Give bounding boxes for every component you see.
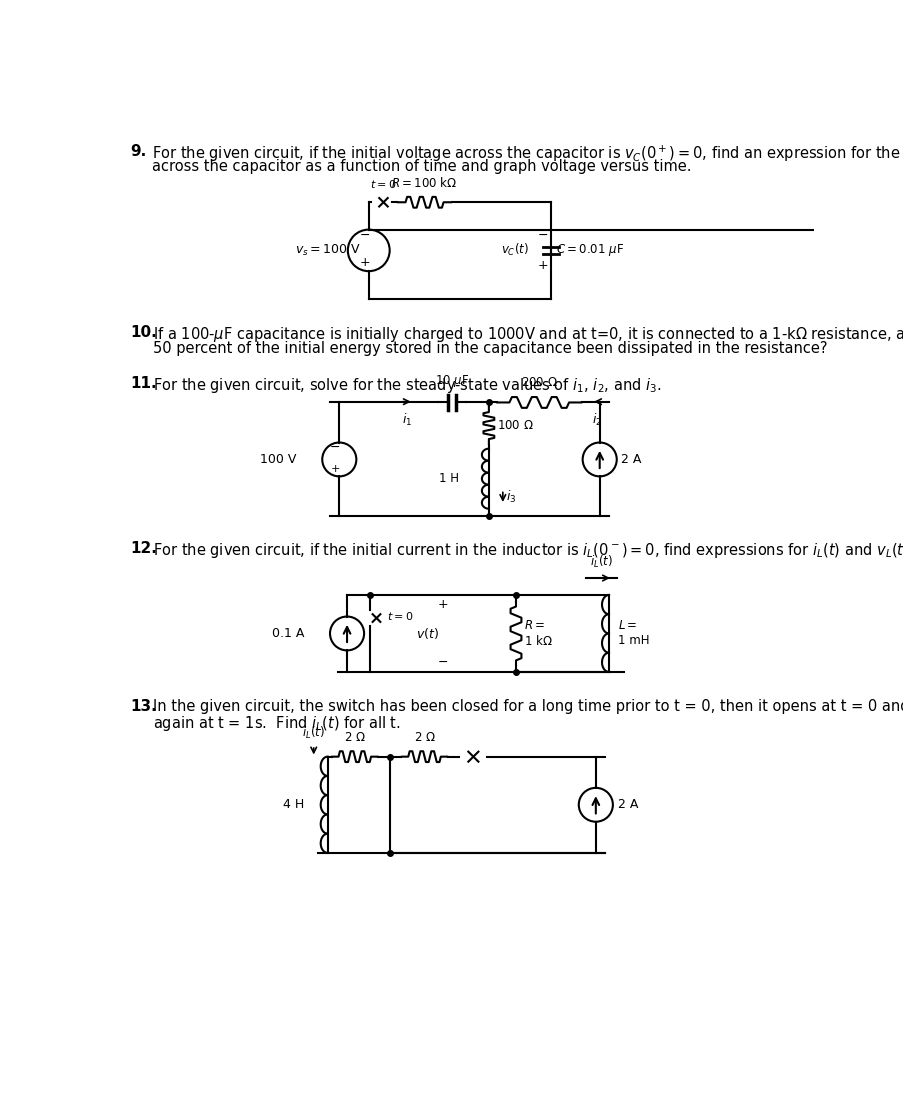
Text: $i_L(t)$: $i_L(t)$ [589, 554, 612, 571]
Text: 11.: 11. [130, 376, 156, 390]
Text: $i_2$: $i_2$ [591, 412, 601, 428]
Text: $t=0$: $t=0$ [370, 178, 396, 189]
Text: +: + [437, 598, 448, 612]
Text: again at t = 1s.  Find $i_L(t)$ for all t.: again at t = 1s. Find $i_L(t)$ for all t… [154, 715, 401, 733]
Text: 9.: 9. [130, 144, 146, 158]
Text: $R = 100$ k$\Omega$: $R = 100$ k$\Omega$ [391, 176, 457, 189]
Text: 4 H: 4 H [283, 798, 304, 811]
Text: $t=0$: $t=0$ [386, 609, 414, 622]
Text: $v_C(t)$: $v_C(t)$ [501, 243, 528, 258]
Text: For the given circuit, solve for the steady-state values of $i_1$, $i_2$, and $i: For the given circuit, solve for the ste… [154, 376, 661, 394]
Text: +: + [359, 256, 369, 269]
Text: 2 A: 2 A [620, 453, 641, 466]
Text: 10.: 10. [130, 326, 156, 340]
Text: For the given circuit, if the initial current in the inductor is $i_L(0^-) = 0$,: For the given circuit, if the initial cu… [154, 541, 903, 560]
Text: $L=$
1 mH: $L=$ 1 mH [618, 619, 649, 647]
Text: −: − [330, 441, 340, 453]
Text: 100 $\Omega$: 100 $\Omega$ [496, 419, 533, 432]
Text: 12.: 12. [130, 541, 157, 556]
Text: 100 V: 100 V [260, 453, 296, 466]
Text: If a 100-$\mu$F capacitance is initially charged to 1000V and at t=0, it is conn: If a 100-$\mu$F capacitance is initially… [154, 326, 903, 345]
Text: 0.1 A: 0.1 A [272, 627, 304, 640]
Text: $v_s = 100$ V: $v_s = 100$ V [294, 243, 360, 258]
Text: In the given circuit, the switch has been closed for a long time prior to t = 0,: In the given circuit, the switch has bee… [154, 699, 903, 714]
Text: −: − [359, 228, 369, 242]
Text: 200 $\Omega$: 200 $\Omega$ [520, 376, 557, 389]
Text: 13.: 13. [130, 699, 156, 714]
Text: 2 $\Omega$: 2 $\Omega$ [414, 731, 435, 745]
Text: $C = 0.01\ \mu$F: $C = 0.01\ \mu$F [555, 243, 623, 258]
Text: $i_1$: $i_1$ [401, 412, 412, 428]
Text: $i_L(t)$: $i_L(t)$ [302, 725, 325, 741]
Text: 1 H: 1 H [439, 472, 459, 485]
Text: −: − [437, 656, 448, 668]
Text: −: − [537, 228, 548, 242]
Text: 2 $\Omega$: 2 $\Omega$ [343, 731, 366, 745]
Text: +: + [330, 464, 340, 474]
Text: 50 percent of the initial energy stored in the capacitance been dissipated in th: 50 percent of the initial energy stored … [154, 341, 827, 356]
Text: For the given circuit, if the initial voltage across the capacitor is $v_C(0^+) : For the given circuit, if the initial vo… [152, 144, 903, 164]
Text: 2 A: 2 A [617, 798, 638, 811]
Text: $v(t)$: $v(t)$ [415, 626, 439, 640]
Text: 10 $\mu$F: 10 $\mu$F [434, 372, 469, 389]
Text: $i_3$: $i_3$ [506, 489, 516, 505]
Text: +: + [537, 259, 548, 273]
Text: across the capacitor as a function of time and graph voltage versus time.: across the capacitor as a function of ti… [152, 160, 691, 174]
Text: $R=$
1 k$\Omega$: $R=$ 1 k$\Omega$ [523, 619, 552, 648]
